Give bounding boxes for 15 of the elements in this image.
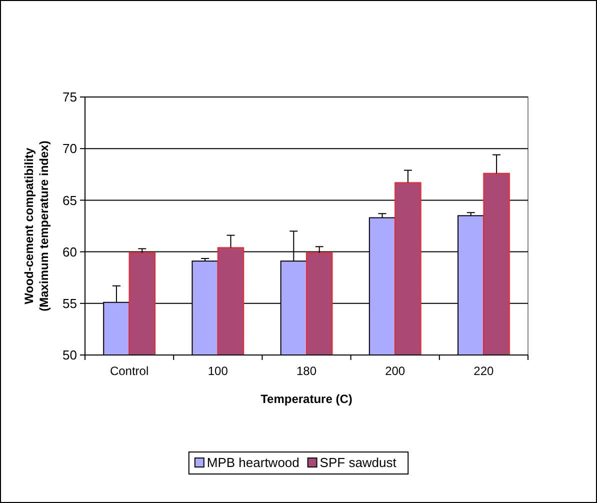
y-tick-label: 50 (62, 348, 77, 363)
y-axis-title: Wood-cement compatibility (Maximum temperature index) (22, 140, 51, 312)
legend-label: SPF sawdust (320, 455, 397, 470)
x-tick-label: 100 (208, 364, 228, 378)
legend-label: MPB heartwood (206, 455, 300, 470)
x-tick-label: 220 (474, 364, 494, 378)
y-tick-label: 65 (62, 192, 77, 208)
x-tick-label: Control (110, 364, 149, 378)
y-tick-label: 75 (62, 90, 77, 105)
x-axis-title: Temperature (C) (260, 392, 352, 406)
y-tick-label: 60 (62, 244, 77, 260)
y-tick-label: 70 (62, 141, 77, 156)
y-tick-label: 55 (62, 296, 77, 311)
x-tick-label: 200 (385, 364, 406, 378)
x-tick-label: 180 (296, 364, 317, 378)
